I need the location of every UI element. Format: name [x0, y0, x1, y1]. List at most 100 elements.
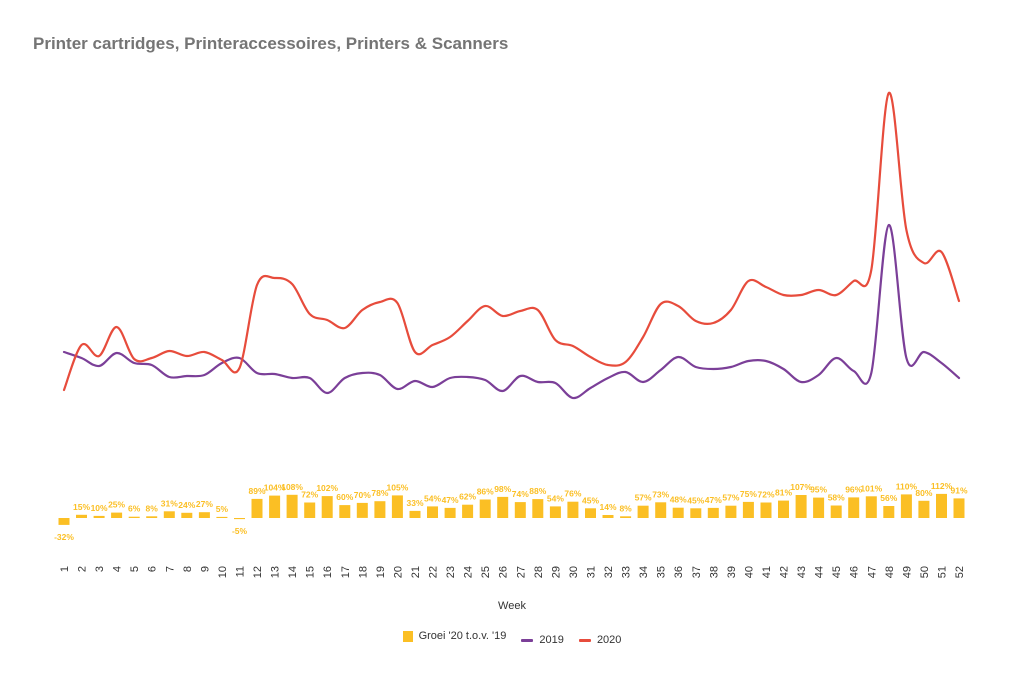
x-tick-7: 7 — [164, 566, 176, 572]
legend-item-2020: 2020 — [578, 634, 622, 646]
x-tick-32: 32 — [603, 566, 615, 578]
bar-label-week-3: 10% — [91, 503, 108, 513]
bar-week-1 — [58, 518, 70, 525]
bar-week-42 — [778, 500, 789, 518]
x-tick-38: 38 — [708, 566, 720, 578]
bar-label-week-45: 58% — [828, 493, 845, 503]
legend-swatch-growth — [402, 630, 413, 642]
bar-week-4 — [111, 512, 123, 518]
x-tick-27: 27 — [515, 566, 527, 578]
bar-week-46 — [848, 497, 860, 518]
bar-week-41 — [760, 502, 772, 518]
bar-week-37 — [690, 508, 702, 518]
x-tick-2: 2 — [77, 566, 89, 572]
x-axis-label: Week — [498, 600, 526, 612]
chart-title: Printer cartridges, Printeraccessoires, … — [33, 34, 509, 53]
bar-week-26 — [497, 496, 509, 518]
bar-label-week-9: 27% — [196, 499, 213, 509]
x-tick-34: 34 — [638, 566, 650, 578]
lines-layer — [62, 91, 961, 400]
bar-label-week-36: 48% — [670, 495, 687, 505]
bar-label-week-2: 15% — [73, 502, 90, 512]
bar-week-33 — [620, 516, 632, 518]
bar-week-9 — [198, 512, 210, 518]
bar-week-23 — [444, 507, 456, 518]
bar-week-34 — [637, 505, 649, 518]
bar-week-3 — [93, 515, 105, 518]
legend-label-growth: Groei '20 t.o.v. '19 — [418, 630, 507, 642]
bar-label-week-51: 112% — [931, 481, 953, 491]
bar-label-week-24: 62% — [459, 492, 476, 502]
x-tick-52: 52 — [954, 566, 966, 578]
bar-week-35 — [655, 502, 667, 518]
bar-label-week-1: -32% — [54, 532, 74, 542]
bar-week-39 — [725, 505, 737, 518]
bar-week-50 — [918, 500, 930, 518]
x-tick-44: 44 — [814, 566, 826, 578]
legend-swatch-2019 — [521, 638, 534, 642]
legend: Groei '20 t.o.v. '19 2019 2020 — [0, 630, 1024, 646]
bar-week-2 — [76, 514, 87, 518]
bar-week-30 — [567, 501, 579, 518]
bar-week-14 — [286, 494, 298, 518]
x-tick-41: 41 — [761, 566, 773, 578]
bar-label-week-25: 86% — [477, 487, 494, 497]
bar-label-week-4: 25% — [108, 500, 125, 510]
x-tick-12: 12 — [252, 566, 264, 578]
legend-label-2020: 2020 — [596, 634, 622, 646]
x-tick-24: 24 — [463, 566, 475, 578]
bar-label-week-38: 47% — [705, 495, 722, 505]
bar-week-48 — [883, 506, 895, 518]
bar-label-week-13: 104% — [264, 483, 286, 493]
bar-label-week-31: 45% — [582, 495, 599, 505]
x-tick-13: 13 — [270, 566, 282, 578]
bar-week-21 — [409, 510, 421, 518]
x-tick-25: 25 — [480, 566, 492, 578]
x-tick-36: 36 — [673, 566, 685, 578]
bar-label-week-39: 57% — [722, 493, 739, 503]
bar-label-week-34: 57% — [635, 493, 652, 503]
bar-label-week-11: -5% — [232, 526, 248, 536]
x-tick-17: 17 — [340, 566, 352, 578]
bar-label-week-17: 60% — [336, 492, 353, 502]
bar-week-24 — [462, 504, 474, 518]
x-tick-23: 23 — [445, 566, 457, 578]
x-tick-4: 4 — [112, 566, 124, 572]
x-tick-5: 5 — [129, 566, 141, 572]
line-2019 — [62, 223, 961, 400]
bar-week-12 — [251, 498, 263, 518]
bars-layer: -32%15% 10% 25% 6% 8% 31% 24% 27% 5%-5%89%104%10… — [54, 481, 968, 542]
bar-week-7 — [163, 511, 175, 518]
bar-label-week-33: 8% — [619, 503, 632, 513]
x-tick-35: 35 — [656, 566, 668, 578]
bar-label-week-18: 70% — [354, 490, 371, 500]
legend-item-2019: 2019 — [521, 634, 564, 646]
bar-label-week-49: 110% — [896, 481, 918, 491]
bar-week-11 — [234, 518, 245, 520]
bar-week-22 — [427, 506, 438, 518]
x-tick-28: 28 — [533, 566, 545, 578]
x-tick-47: 47 — [866, 566, 878, 578]
legend-label-2019: 2019 — [539, 634, 564, 646]
bar-label-week-6: 8% — [146, 503, 159, 513]
bar-label-week-41: 72% — [757, 490, 774, 500]
x-tick-18: 18 — [357, 566, 369, 578]
bar-week-40 — [742, 501, 754, 518]
x-tick-19: 19 — [375, 566, 387, 578]
bar-week-31 — [585, 508, 596, 518]
bar-week-49 — [900, 494, 912, 518]
bar-label-week-14: 108% — [281, 482, 303, 492]
bar-week-16 — [321, 496, 333, 518]
bar-week-15 — [304, 502, 316, 518]
bar-week-43 — [795, 495, 807, 518]
bar-label-week-47: 101% — [860, 483, 882, 493]
x-tick-40: 40 — [743, 566, 755, 578]
bar-label-week-27: 74% — [512, 489, 529, 499]
x-tick-1: 1 — [59, 566, 71, 572]
x-tick-8: 8 — [182, 566, 194, 572]
legend-item-growth: Groei '20 t.o.v. '19 — [402, 630, 507, 642]
x-tick-6: 6 — [147, 566, 159, 572]
bar-label-week-42: 81% — [775, 488, 792, 498]
bar-label-week-50: 80% — [915, 488, 932, 498]
